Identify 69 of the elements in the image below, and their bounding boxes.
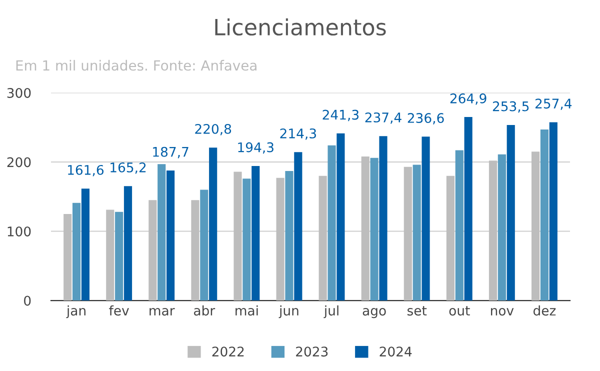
x-tick-label: dez: [533, 305, 556, 316]
bar: [115, 212, 124, 301]
bar: [318, 176, 327, 301]
legend-label: 2024: [380, 346, 412, 357]
bar: [506, 124, 515, 301]
bar: [285, 171, 294, 301]
bar: [158, 164, 166, 301]
data-label: 220,8: [195, 124, 232, 136]
x-tick-label: nov: [491, 308, 514, 316]
y-tick-label: 200: [7, 157, 31, 168]
bar: [379, 136, 388, 301]
x-tick-label: fev: [109, 305, 129, 316]
bar: [412, 164, 421, 301]
bar: [81, 188, 90, 301]
bar: [488, 160, 498, 301]
bar: [148, 200, 157, 301]
x-tick-label: jul: [324, 305, 338, 318]
bar: [361, 156, 370, 301]
chart-title: Licenciamentos: [215, 18, 386, 36]
bar: [191, 200, 200, 301]
bar: [328, 145, 336, 301]
bar: [532, 152, 540, 301]
data-label: 237,4: [365, 112, 402, 124]
bar: [124, 186, 132, 301]
bar: [498, 154, 506, 301]
x-tick-label: jan: [66, 305, 86, 318]
legend-label: 2022: [212, 346, 244, 357]
chart-subtitle: Em 1 mil unidades. Fonte: Anfavea: [16, 60, 256, 71]
bar: [370, 158, 378, 301]
x-tick-label: ago: [362, 308, 386, 318]
data-label: 236,6: [408, 113, 444, 124]
bar: [404, 166, 412, 301]
bar: [252, 166, 260, 301]
data-label: 187,7: [153, 146, 188, 158]
x-tick-label: set: [407, 306, 427, 316]
data-label: 194,3: [238, 142, 274, 154]
data-label: 253,5: [492, 101, 529, 113]
x-tick-label: jun: [278, 305, 298, 318]
bar: [549, 122, 558, 301]
bar: [336, 133, 345, 301]
bar: [540, 129, 549, 301]
bar: [455, 150, 464, 301]
bar: [242, 178, 251, 301]
x-tick-label: mar: [150, 308, 175, 316]
bar: [166, 170, 175, 301]
bar: [200, 190, 208, 301]
data-label: 264,9: [450, 93, 486, 105]
data-label: 257,4: [535, 98, 572, 110]
data-label: 161,6: [68, 164, 104, 176]
bar: [294, 152, 302, 301]
legend-label: 2023: [296, 346, 328, 357]
bar: [64, 214, 72, 301]
x-tick-label: mai: [236, 305, 258, 316]
y-tick-label: 300: [7, 88, 31, 98]
y-tick-label: 100: [8, 226, 31, 236]
data-label: 241,3: [322, 110, 359, 122]
bar: [106, 210, 114, 301]
bar: [276, 178, 284, 301]
x-tick-label: out: [449, 306, 470, 316]
bar: [209, 148, 218, 301]
data-label: 165,2: [110, 162, 146, 174]
bar: [234, 172, 242, 301]
x-tick-label: abr: [194, 305, 216, 316]
bar: [72, 202, 81, 301]
data-label: 214,3: [280, 128, 316, 140]
bar: [464, 117, 472, 301]
bar: [446, 176, 454, 301]
y-tick-label: 0: [24, 296, 31, 306]
bar: [422, 136, 430, 301]
